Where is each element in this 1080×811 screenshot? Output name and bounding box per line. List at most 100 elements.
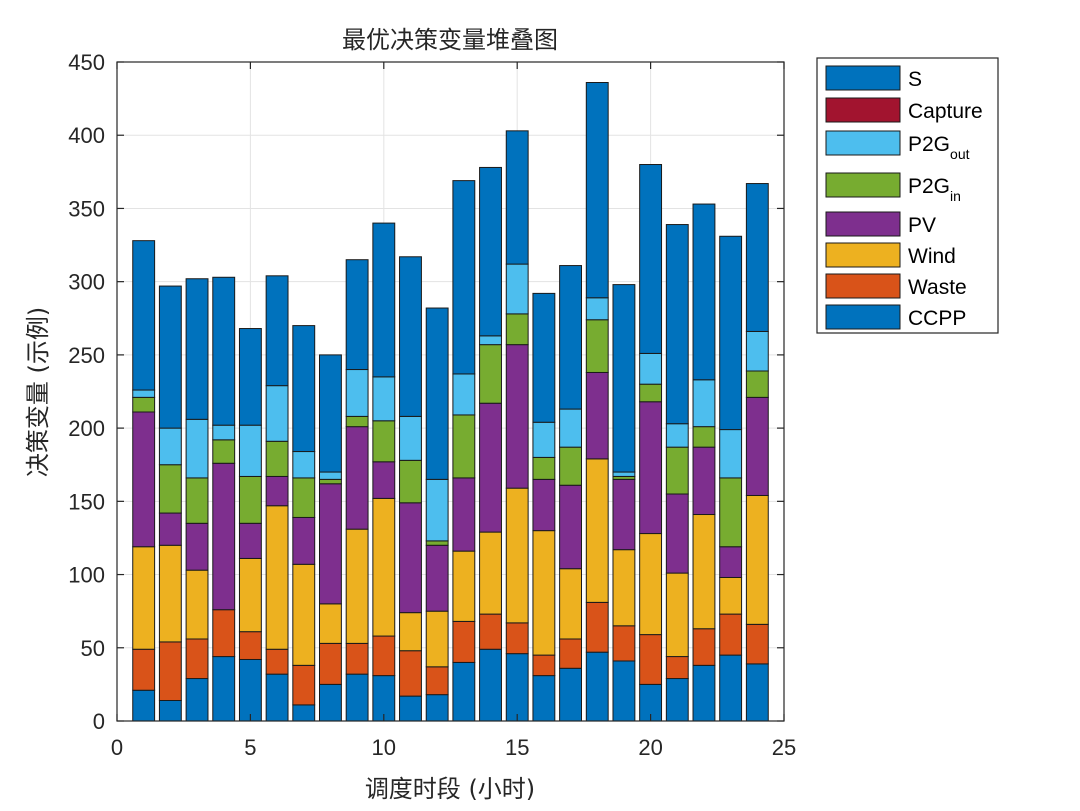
bar-segment-s-4 — [212, 276, 236, 426]
bar-segment-waste-24 — [745, 623, 769, 665]
legend-label-5: Wind — [908, 245, 956, 268]
y-tick-label: 250 — [68, 343, 105, 368]
y-tick-label: 350 — [68, 196, 105, 221]
bar-segment-waste-2 — [158, 641, 182, 701]
bar-segment-p2g-out-13 — [452, 373, 476, 416]
bar-segment-s-15 — [505, 130, 529, 265]
bar-segment-p2g-in-20 — [639, 383, 663, 403]
axes-box — [116, 61, 785, 722]
y-tick-label: 150 — [68, 489, 105, 514]
bar-segment-pv-19 — [612, 478, 636, 551]
bar-segment-s-20 — [639, 164, 663, 354]
bar-segment-waste-9 — [345, 642, 369, 675]
bar-segment-ccpp-11 — [399, 695, 422, 722]
bar-segment-pv-20 — [639, 401, 663, 535]
y-tick-label: 400 — [68, 123, 105, 148]
y-tick-label: 200 — [68, 416, 105, 441]
y-tick-label: 100 — [68, 563, 105, 588]
bar-segment-s-3 — [185, 278, 209, 420]
bar-segment-p2g-in-5 — [238, 475, 262, 524]
bar-segment-p2g-in-7 — [292, 477, 316, 518]
bar-segment-pv-7 — [292, 516, 316, 565]
bar-segment-s-5 — [238, 328, 262, 426]
bar-segment-ccpp-18 — [585, 651, 609, 722]
bar-segment-ccpp-23 — [719, 654, 743, 722]
bar-segment-p2g-in-21 — [665, 446, 689, 495]
bar-segment-s-17 — [559, 265, 582, 410]
bar-segment-p2g-out-14 — [479, 335, 502, 346]
bar-segment-p2g-in-1 — [132, 396, 156, 413]
bar-segment-p2g-out-2 — [158, 427, 182, 466]
bars-group — [132, 82, 769, 722]
y-tick-label: 50 — [81, 636, 105, 661]
bar-segment-pv-22 — [692, 446, 716, 516]
bar-segment-waste-21 — [665, 656, 689, 680]
bar-segment-ccpp-21 — [665, 678, 689, 722]
bar-segment-waste-16 — [532, 654, 556, 677]
x-tick-label: 0 — [111, 735, 123, 760]
bar-segment-pv-24 — [745, 396, 769, 496]
bar-segment-s-19 — [612, 284, 636, 473]
chart-title: 最优决策变量堆叠图 — [342, 26, 558, 54]
bar-segment-ccpp-22 — [692, 664, 716, 722]
bar-segment-wind-13 — [452, 550, 476, 622]
bar-segment-pv-9 — [345, 426, 369, 530]
bar-segment-p2g-in-18 — [585, 319, 609, 373]
bar-segment-ccpp-17 — [559, 667, 582, 722]
bar-segment-waste-18 — [585, 601, 609, 653]
bar-segment-wind-3 — [185, 569, 209, 640]
bar-segment-pv-2 — [158, 512, 182, 546]
bar-segment-waste-23 — [719, 613, 743, 656]
legend-label-4: PV — [908, 214, 936, 237]
bar-segment-waste-4 — [212, 609, 236, 658]
legend-swatch-5 — [825, 242, 901, 268]
bar-segment-waste-20 — [639, 634, 663, 685]
bar-segment-ccpp-9 — [345, 673, 369, 722]
legend-label-2: P2Gout — [908, 133, 970, 162]
bar-segment-waste-15 — [505, 622, 529, 655]
bar-segment-p2g-in-14 — [479, 344, 502, 404]
bar-segment-ccpp-2 — [158, 700, 182, 722]
bar-segment-ccpp-15 — [505, 653, 529, 722]
bar-segment-p2g-in-6 — [265, 440, 289, 477]
bar-segment-s-21 — [665, 224, 689, 425]
y-tick-label: 450 — [68, 50, 105, 75]
bar-segment-waste-8 — [319, 642, 342, 685]
bar-segment-p2g-out-4 — [212, 424, 236, 441]
bar-segment-p2g-out-1 — [132, 389, 156, 398]
bar-segment-p2g-out-8 — [319, 471, 342, 480]
bar-segment-waste-3 — [185, 638, 209, 680]
bar-segment-p2g-out-7 — [292, 451, 316, 479]
bar-segment-p2g-out-12 — [425, 478, 449, 542]
legend-swatch-1 — [825, 97, 901, 123]
bar-segment-pv-1 — [132, 411, 156, 548]
bar-segment-p2g-in-3 — [185, 477, 209, 524]
bar-segment-wind-14 — [479, 531, 502, 615]
bar-segment-wind-11 — [399, 612, 422, 652]
bar-segment-waste-6 — [265, 648, 289, 675]
bar-segment-p2g-in-17 — [559, 446, 582, 486]
bar-segment-wind-8 — [319, 603, 342, 644]
bar-segment-p2g-out-10 — [372, 376, 396, 422]
y-tick-label: 0 — [93, 709, 105, 734]
bar-segment-s-23 — [719, 235, 743, 431]
legend-swatch-6 — [825, 273, 901, 299]
bar-segment-wind-9 — [345, 528, 369, 644]
bar-segment-p2g-in-15 — [505, 313, 529, 346]
bar-segment-p2g-in-12 — [425, 540, 449, 546]
legend-label-1: Capture — [908, 100, 983, 123]
legend-swatch-4 — [825, 211, 901, 237]
bar-segment-s-14 — [479, 166, 502, 337]
bar-segment-pv-11 — [399, 502, 422, 614]
bar-segment-p2g-in-23 — [719, 477, 743, 548]
bar-segment-ccpp-16 — [532, 675, 556, 722]
bar-segment-s-7 — [292, 325, 316, 453]
bar-segment-wind-6 — [265, 505, 289, 650]
bar-segment-wind-7 — [292, 563, 316, 666]
bar-segment-ccpp-8 — [319, 683, 342, 722]
legend: S Capture P2Gout P2Gin PV Wind Waste CCPP — [816, 57, 999, 334]
bar-segment-p2g-out-18 — [585, 297, 609, 321]
bar-segment-p2g-in-13 — [452, 414, 476, 479]
bar-segment-s-6 — [265, 275, 289, 387]
